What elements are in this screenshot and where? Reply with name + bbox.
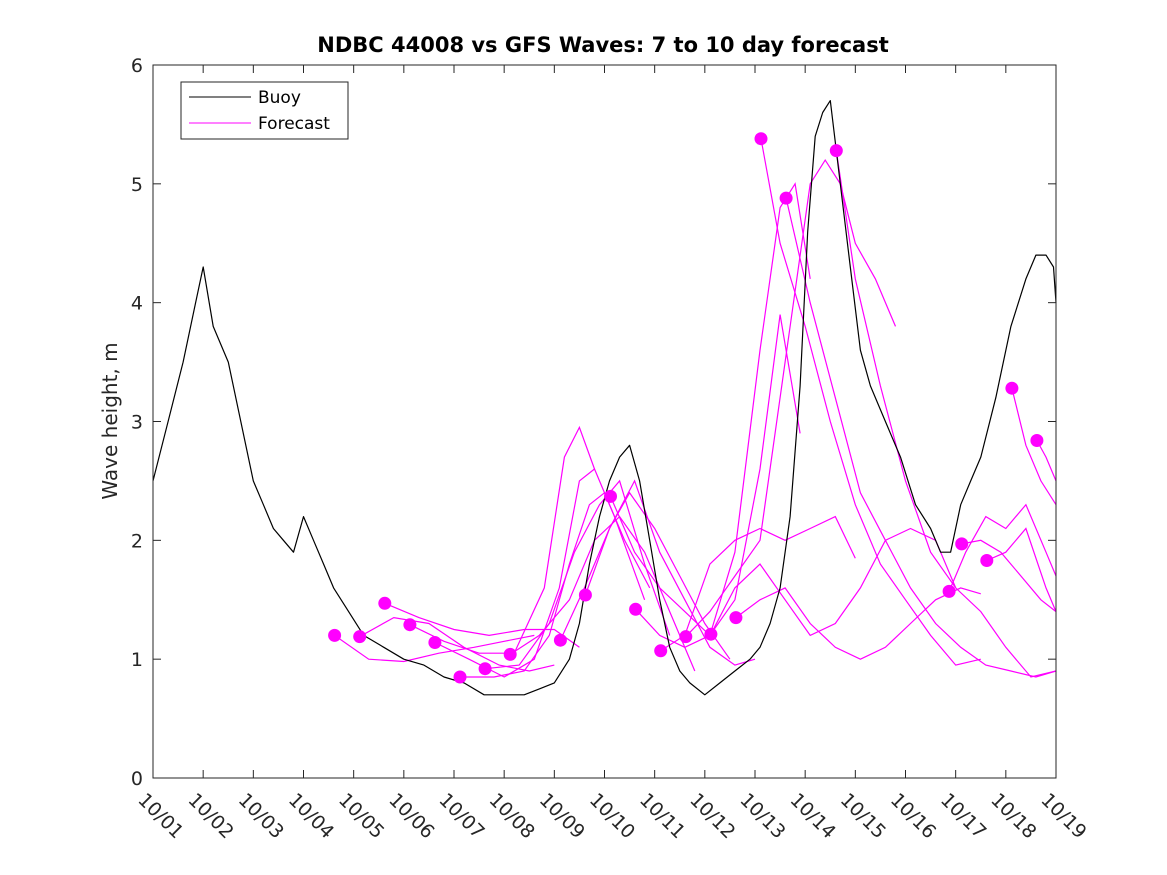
forecast-track-2 (384, 602, 580, 648)
forecast-marker-13 (679, 630, 693, 644)
forecast-track-13 (685, 158, 897, 638)
y-tick-label-0: 0 (131, 768, 143, 790)
forecast-marker-4 (428, 636, 442, 649)
forecast-track-0 (334, 634, 535, 663)
forecast-marker-18 (829, 144, 843, 158)
forecast-marker-8 (553, 633, 567, 647)
forecast-marker-5 (453, 670, 467, 684)
forecast-marker-15 (729, 611, 743, 625)
y-tick-label-1: 1 (131, 649, 143, 671)
forecast-track-14 (710, 527, 957, 637)
plot-area (153, 65, 1056, 778)
forecast-track-5 (460, 491, 651, 678)
forecast-track-3 (409, 425, 596, 654)
forecast-track-18 (835, 150, 1057, 678)
buoy-line (152, 100, 1057, 696)
forecast-marker-23 (1030, 434, 1044, 447)
buoy-series (152, 100, 1057, 696)
forecast-marker-11 (629, 602, 643, 616)
forecast-marker-9 (578, 588, 592, 602)
forecast-marker-20 (955, 537, 969, 551)
forecast-marker-22 (1005, 381, 1019, 395)
chart-title: NDBC 44008 vs GFS Waves: 7 to 10 day for… (317, 33, 888, 57)
forecast-track-15 (735, 587, 981, 660)
forecast-marker-3 (403, 618, 417, 632)
forecast-track-16 (760, 138, 981, 666)
forecast-track-1 (359, 616, 555, 672)
legend-label-buoy: Buoy (258, 88, 301, 108)
legend: Buoy Forecast (180, 81, 349, 140)
forecast-markers (328, 132, 1044, 684)
forecast-marker-12 (654, 644, 668, 658)
forecast-marker-1 (353, 630, 367, 644)
forecast-track-22 (1011, 388, 1057, 506)
forecast-marker-14 (704, 627, 718, 641)
forecast-marker-19 (942, 584, 956, 598)
forecast-marker-16 (754, 132, 768, 146)
forecast-track-19 (948, 503, 1057, 592)
legend-label-forecast: Forecast (258, 114, 330, 134)
y-tick-label-2: 2 (131, 530, 143, 552)
forecast-track-12 (660, 515, 856, 652)
forecast-track-8 (559, 491, 731, 660)
forecast-track-20 (961, 539, 1057, 613)
forecast-marker-0 (328, 628, 342, 642)
y-tick-label-3: 3 (131, 412, 143, 434)
y-axis-label: Wave height, m (98, 342, 122, 499)
y-tick-label-6: 6 (131, 55, 143, 77)
y-tick-label-4: 4 (131, 293, 143, 315)
y-tick-label-5: 5 (131, 174, 143, 196)
forecast-track-7 (509, 515, 696, 672)
forecast-marker-17 (779, 191, 793, 205)
forecast-marker-10 (604, 489, 617, 503)
legend-box (180, 81, 349, 140)
forecast-track-6 (485, 479, 671, 670)
forecast-track-17 (785, 197, 1057, 678)
forecast-track-21 (986, 527, 1057, 612)
forecast-marker-2 (378, 596, 392, 610)
forecast-marker-21 (980, 554, 994, 567)
forecast-marker-7 (503, 647, 517, 661)
forecast-marker-6 (478, 662, 492, 676)
forecast-track-9 (584, 479, 756, 666)
